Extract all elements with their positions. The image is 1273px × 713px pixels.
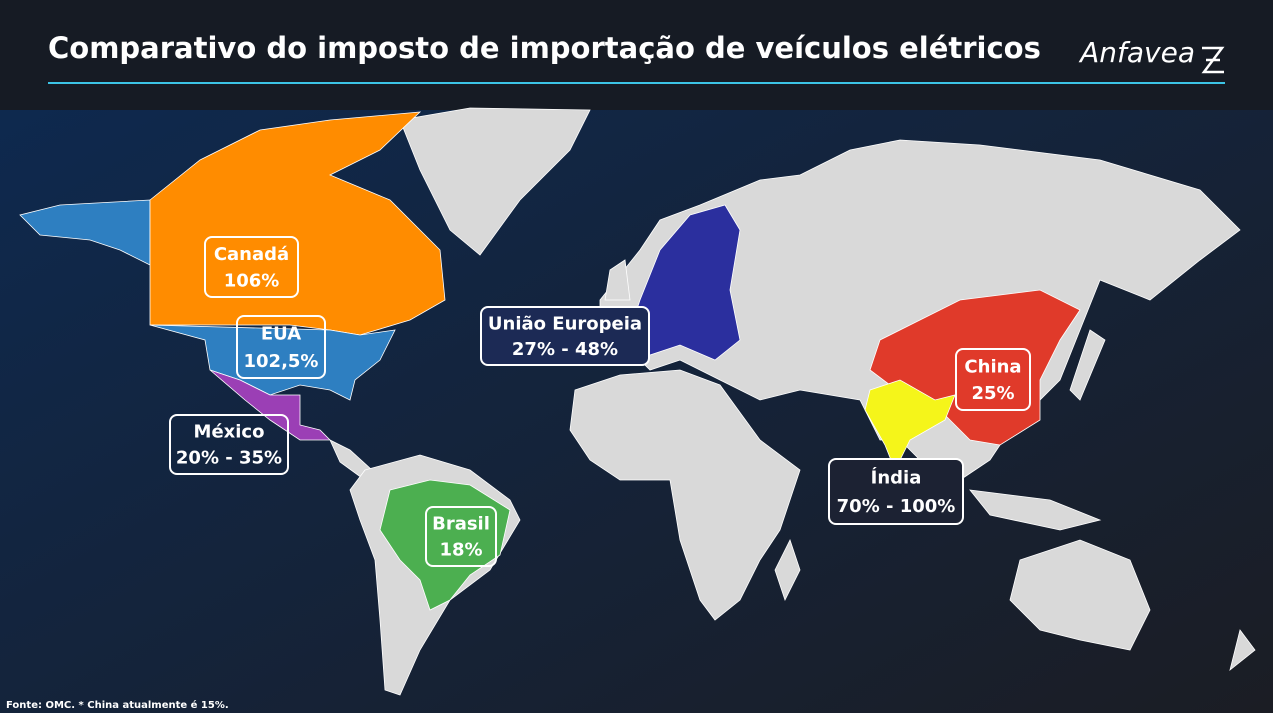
logo: Anfavea: [1078, 36, 1195, 69]
label-box: [828, 458, 964, 525]
brazil: [379, 479, 511, 611]
uk: [604, 259, 631, 301]
label-box: [955, 348, 1031, 411]
region-labels: Canadá 106% EUA 102,5% México 20% - 35% Brasil…: [169, 236, 1031, 567]
region-name: Índia: [871, 467, 922, 489]
india: [864, 379, 956, 471]
label-box: [425, 506, 497, 567]
footnote: Fonte: OMC. * China atualmente é 15%.: [6, 699, 229, 711]
eurasia: [599, 139, 1241, 481]
new-zealand: [1229, 629, 1256, 672]
header-bar: [0, 0, 1273, 110]
region-label: Índia 70% - 100%: [828, 458, 964, 525]
region-rate: 70% - 100%: [837, 496, 956, 517]
title: Comparativo do imposto de importação de …: [48, 31, 1041, 65]
region-name: México: [194, 422, 265, 443]
region-name: EUA: [261, 324, 301, 345]
region-rate: 27% - 48%: [512, 339, 618, 360]
region-label: Brasil 18%: [425, 506, 497, 567]
mexico: [209, 369, 331, 441]
region-rate: 18%: [439, 540, 482, 561]
region-rate: 106%: [224, 270, 280, 291]
indonesia: [969, 489, 1102, 531]
japan: [1069, 329, 1106, 401]
region-label: União Europeia 27% - 48%: [480, 306, 650, 366]
region-name: União Europeia: [488, 313, 642, 334]
label-box: [204, 236, 299, 298]
region-name: China: [964, 356, 1021, 377]
canada: [149, 111, 446, 336]
region-name: Brasil: [432, 514, 490, 535]
region-rate: 25%: [971, 383, 1014, 404]
region-label: EUA 102,5%: [236, 315, 326, 379]
region-label: México 20% - 35%: [169, 414, 289, 475]
region-rate: 102,5%: [244, 351, 319, 372]
australia: [1009, 539, 1151, 651]
madagascar: [774, 538, 801, 602]
region-label: China 25%: [955, 348, 1031, 411]
greenland: [399, 107, 591, 256]
region-rate: 20% - 35%: [176, 448, 282, 469]
region-label: Canadá 106%: [204, 236, 299, 298]
africa: [569, 369, 801, 621]
label-box: [480, 306, 650, 366]
world-map: [19, 107, 1256, 696]
region-name: Canadá: [214, 244, 289, 265]
label-box: [236, 315, 326, 379]
logo-icon: [1201, 46, 1225, 74]
label-box: [169, 414, 289, 475]
